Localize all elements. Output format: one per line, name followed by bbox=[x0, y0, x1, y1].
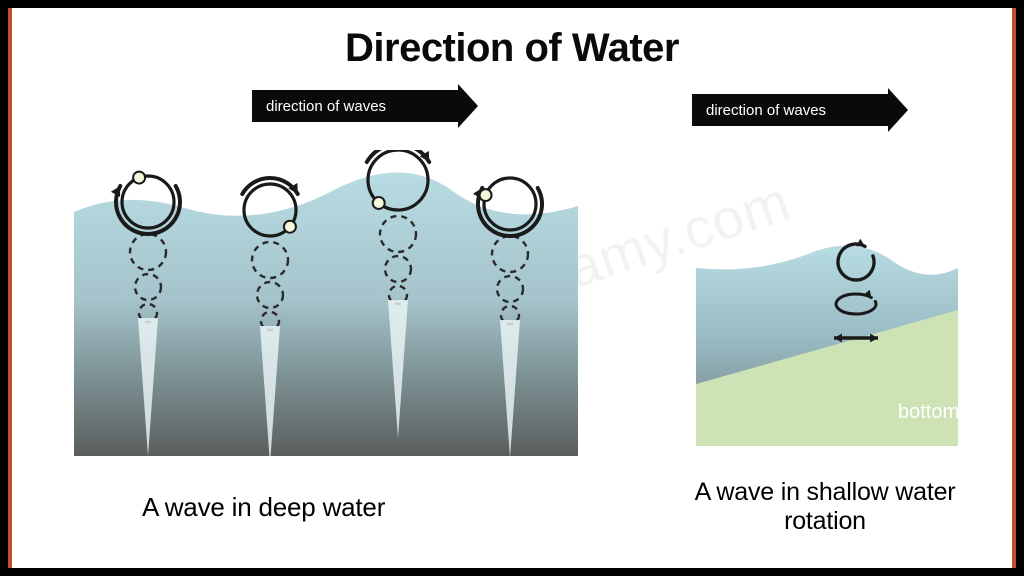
direction-arrow-right-label: direction of waves bbox=[706, 102, 826, 119]
diagram-frame: DiagramAcadamy.com Direction of Water di… bbox=[8, 8, 1016, 568]
svg-text:bottom: bottom bbox=[898, 401, 958, 423]
deep-water-panel bbox=[74, 150, 578, 456]
shallow-water-panel: bottom bbox=[696, 218, 958, 446]
shallow-water-svg: bottom bbox=[696, 218, 958, 446]
deep-water-svg bbox=[74, 150, 578, 456]
direction-arrow-right: direction of waves bbox=[692, 94, 888, 126]
direction-arrow-left: direction of waves bbox=[252, 90, 458, 122]
shallow-water-caption: A wave in shallow water rotation bbox=[660, 478, 990, 536]
deep-water-caption: A wave in deep water bbox=[142, 492, 385, 523]
page-title: Direction of Water bbox=[12, 26, 1012, 71]
direction-arrow-left-label: direction of waves bbox=[266, 98, 386, 115]
